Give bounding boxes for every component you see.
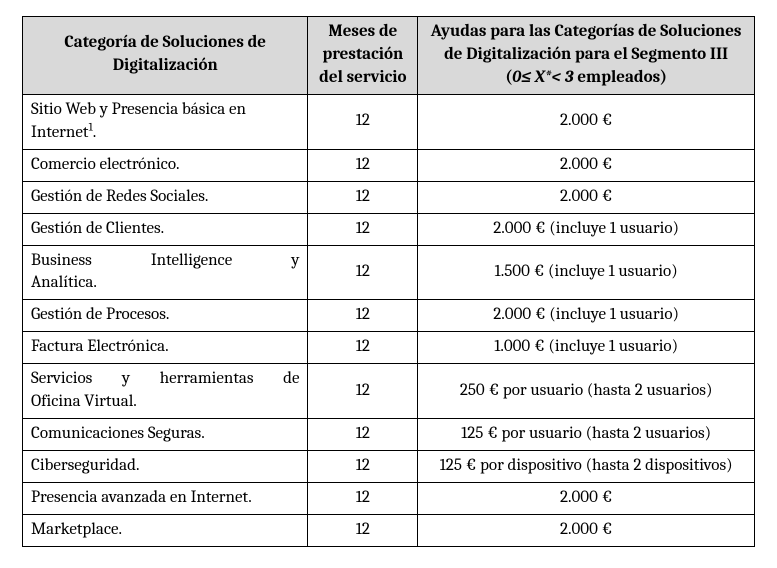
- table-row: Ciberseguridad. 12125 € por dispositivo (…: [23, 451, 755, 483]
- cell-aid: 2.000 €: [418, 483, 755, 515]
- category-line2-text: Internet: [31, 123, 88, 142]
- category-line2: Oficina Virtual.: [31, 391, 299, 414]
- cell-months: 12: [308, 213, 418, 245]
- cell-aid: 2.000 € (incluye 1 usuario): [418, 213, 755, 245]
- cell-category: Gestión de Clientes.: [23, 213, 308, 245]
- table-row: Sitio Web y Presencia básica enInternet1…: [23, 94, 755, 149]
- table-row: Servicios y herramientas deOficina Virtu…: [23, 364, 755, 419]
- cell-category: Factura Electrónica.: [23, 332, 308, 364]
- category-text: Marketplace.: [31, 520, 122, 539]
- header-months: Meses de prestación del servicio: [308, 17, 418, 95]
- table-row: Presencia avanzada en Internet. 122.000 €: [23, 483, 755, 515]
- category-text: Ciberseguridad.: [31, 456, 139, 475]
- category-line1: Business Intelligence y: [31, 250, 299, 273]
- cell-months: 12: [308, 483, 418, 515]
- cell-aid: 2.000 € (incluye 1 usuario): [418, 300, 755, 332]
- cell-months: 12: [308, 332, 418, 364]
- category-line1: Servicios y herramientas de: [31, 368, 299, 391]
- cell-months: 12: [308, 149, 418, 181]
- header-aid-line2-suffix: empleados): [574, 68, 667, 87]
- solutions-table: Categoría de Soluciones de Digitalizació…: [22, 16, 755, 547]
- cell-category: Gestión de Redes Sociales.: [23, 181, 308, 213]
- table-header-row: Categoría de Soluciones de Digitalizació…: [23, 17, 755, 95]
- cell-aid: 250 € por usuario (hasta 2 usuarios): [418, 364, 755, 419]
- table-row: Factura Electrónica. 121.000 € (incluye 1…: [23, 332, 755, 364]
- header-aid-line1: Ayudas para las Categorías de Soluciones…: [431, 22, 742, 64]
- cell-months: 12: [308, 94, 418, 149]
- cell-category: Servicios y herramientas deOficina Virtu…: [23, 364, 308, 419]
- cell-category: Gestión de Procesos.: [23, 300, 308, 332]
- category-suffix: .: [93, 123, 97, 142]
- category-text: Comercio electrónico.: [31, 155, 179, 174]
- cell-months: 12: [308, 300, 418, 332]
- category-text: Gestión de Procesos.: [31, 305, 169, 324]
- category-text: Presencia avanzada en Internet.: [31, 488, 252, 507]
- table-row: Comercio electrónico. 122.000 €: [23, 149, 755, 181]
- cell-category: Sitio Web y Presencia básica enInternet1…: [23, 94, 308, 149]
- table-row: Comunicaciones Seguras. 12125 € por usuar…: [23, 419, 755, 451]
- category-text: Gestión de Clientes.: [31, 219, 164, 238]
- cell-aid: 1.500 € (incluye 1 usuario): [418, 245, 755, 300]
- category-text: Factura Electrónica.: [31, 337, 169, 356]
- cell-months: 12: [308, 181, 418, 213]
- cell-aid: 2.000 €: [418, 94, 755, 149]
- cell-category: Marketplace.: [23, 514, 308, 546]
- cell-aid: 125 € por dispositivo (hasta 2 dispositi…: [418, 451, 755, 483]
- category-line2-text: Analítica.: [31, 273, 97, 292]
- cell-category: Ciberseguridad.: [23, 451, 308, 483]
- category-line2: Internet1.: [31, 122, 299, 145]
- cell-months: 12: [308, 451, 418, 483]
- cell-aid: 125 € por usuario (hasta 2 usuarios): [418, 419, 755, 451]
- cell-aid: 1.000 € (incluye 1 usuario): [418, 332, 755, 364]
- page: Categoría de Soluciones de Digitalizació…: [0, 0, 777, 568]
- category-text: Gestión de Redes Sociales.: [31, 187, 208, 206]
- cell-months: 12: [308, 364, 418, 419]
- cell-aid: 2.000 €: [418, 181, 755, 213]
- table-row: Marketplace. 122.000 €: [23, 514, 755, 546]
- category-line2-text: Oficina Virtual.: [31, 392, 137, 411]
- cell-aid: 2.000 €: [418, 514, 755, 546]
- category-line2: Analítica.: [31, 272, 299, 295]
- table-row: Gestión de Redes Sociales. 122.000 €: [23, 181, 755, 213]
- cell-category: Presencia avanzada en Internet.: [23, 483, 308, 515]
- category-line1: Sitio Web y Presencia básica en: [31, 99, 299, 122]
- header-aid: Ayudas para las Categorías de Soluciones…: [418, 17, 755, 95]
- cell-category: Business Intelligence yAnalítica.: [23, 245, 308, 300]
- table-row: Gestión de Procesos. 122.000 € (incluye 1…: [23, 300, 755, 332]
- table-body: Sitio Web y Presencia básica enInternet1…: [23, 94, 755, 546]
- cell-aid: 2.000 €: [418, 149, 755, 181]
- header-category: Categoría de Soluciones de Digitalizació…: [23, 17, 308, 95]
- cell-months: 12: [308, 514, 418, 546]
- table-row: Business Intelligence yAnalítica.121.500…: [23, 245, 755, 300]
- cell-category: Comercio electrónico.: [23, 149, 308, 181]
- table-row: Gestión de Clientes. 122.000 € (incluye 1…: [23, 213, 755, 245]
- cell-months: 12: [308, 419, 418, 451]
- category-text: Comunicaciones Seguras.: [31, 424, 205, 443]
- cell-months: 12: [308, 245, 418, 300]
- header-aid-line2-italic: 0≤ X*< 3: [512, 68, 573, 87]
- cell-category: Comunicaciones Seguras.: [23, 419, 308, 451]
